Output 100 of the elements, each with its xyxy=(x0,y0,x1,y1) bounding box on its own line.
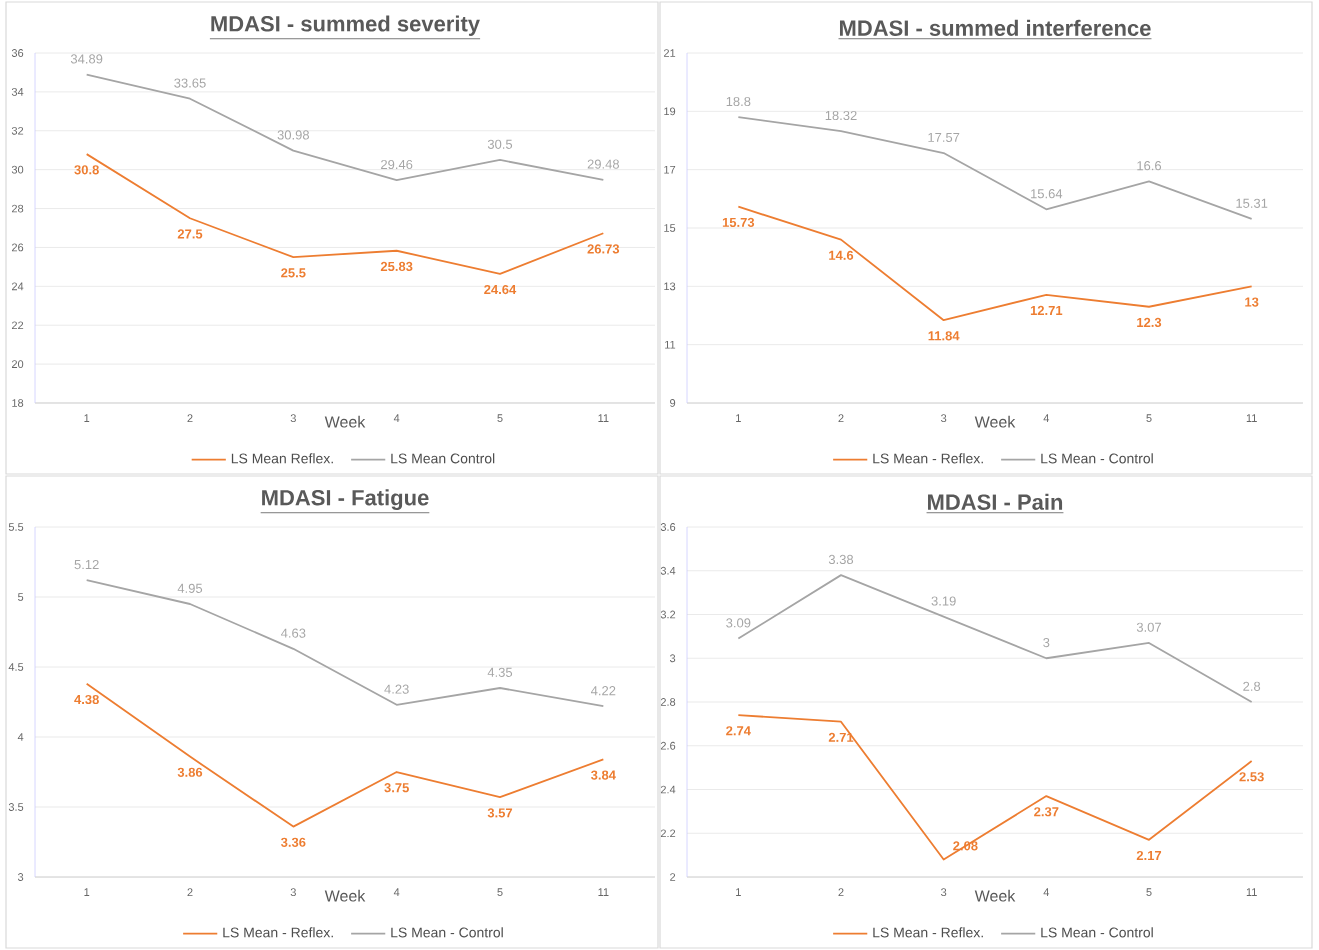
y-tick-label: 3.4 xyxy=(660,566,676,575)
legend-label: LS Mean Reflex. xyxy=(231,453,333,464)
x-tick-label: 1 xyxy=(736,888,741,896)
x-axis-title: Week xyxy=(324,415,366,428)
data-label: 4.22 xyxy=(591,686,616,696)
x-tick-label: 11 xyxy=(1246,414,1257,422)
y-tick-label: 9 xyxy=(670,399,676,407)
y-tick-label: 19 xyxy=(664,107,676,116)
x-axis-title: Week xyxy=(974,415,1016,428)
data-label: 14.6 xyxy=(829,250,854,260)
y-tick-label: 4 xyxy=(17,733,24,741)
x-tick-label: 2 xyxy=(187,414,193,423)
data-label: 4.38 xyxy=(74,694,99,705)
y-tick-label: 30 xyxy=(11,165,24,174)
data-label: 3.86 xyxy=(177,767,203,777)
legend-label: LS Mean - Reflex. xyxy=(873,453,983,464)
data-label: 2.53 xyxy=(1239,772,1264,782)
y-tick-label: 2.2 xyxy=(660,829,676,838)
data-label: 12.3 xyxy=(1137,317,1162,328)
data-label: 3 xyxy=(1043,637,1050,648)
data-label: 17.57 xyxy=(928,132,960,142)
data-label: 3.57 xyxy=(487,808,513,818)
x-tick-label: 5 xyxy=(1146,888,1152,896)
y-tick-label: 3.6 xyxy=(660,523,676,531)
y-tick-label: 3.2 xyxy=(660,610,676,619)
data-label: 3.09 xyxy=(726,618,751,628)
y-tick-label: 34 xyxy=(11,87,24,96)
x-axis-title: Week xyxy=(324,889,366,902)
data-label: 2.17 xyxy=(1136,850,1162,860)
y-tick-label: 28 xyxy=(12,204,24,213)
data-label: 30.5 xyxy=(487,139,513,149)
data-label: 3.38 xyxy=(828,554,854,565)
x-tick-label: 1 xyxy=(84,888,90,896)
y-tick-label: 26 xyxy=(12,243,24,252)
data-label: 30.98 xyxy=(277,130,310,140)
y-tick-label: 11 xyxy=(665,340,676,349)
y-tick-label: 2.6 xyxy=(660,741,676,750)
legend-label: LS Mean - Control xyxy=(1041,453,1153,464)
legend-label: LS Mean - Control xyxy=(391,927,503,938)
y-tick-label: 17 xyxy=(664,165,676,174)
data-label: 2.8 xyxy=(1243,681,1261,691)
legend-label: LS Mean - Reflex. xyxy=(873,927,983,938)
data-label: 18.32 xyxy=(825,110,857,121)
data-label: 15.31 xyxy=(1236,198,1268,208)
data-label: 4.63 xyxy=(281,628,306,638)
y-tick-label: 4.5 xyxy=(8,663,24,671)
x-tick-label: 1 xyxy=(84,414,90,422)
chart-title: MDASI - Pain xyxy=(928,493,1063,510)
data-label: 24.64 xyxy=(484,284,517,295)
x-tick-label: 5 xyxy=(1146,414,1152,422)
x-tick-label: 11 xyxy=(1246,888,1257,896)
y-tick-label: 22 xyxy=(12,321,24,330)
data-label: 16.6 xyxy=(1137,161,1162,171)
y-tick-label: 2 xyxy=(670,873,676,881)
data-label: 4.95 xyxy=(177,583,203,593)
y-tick-label: 21 xyxy=(664,49,676,57)
x-tick-label: 2 xyxy=(187,888,193,897)
data-label: 18.8 xyxy=(726,96,751,107)
x-tick-label: 4 xyxy=(1043,414,1050,422)
y-tick-label: 2.4 xyxy=(660,785,676,794)
y-tick-label: 24 xyxy=(12,282,24,291)
y-tick-label: 32 xyxy=(11,126,24,135)
y-tick-label: 36 xyxy=(11,49,24,57)
y-tick-label: 3 xyxy=(17,873,24,881)
y-tick-label: 13 xyxy=(664,282,676,291)
data-label: 3.19 xyxy=(931,596,956,606)
x-tick-label: 11 xyxy=(598,414,609,422)
data-label: 15.64 xyxy=(1031,189,1063,199)
data-label: 34.89 xyxy=(70,54,103,64)
y-tick-label: 5 xyxy=(17,593,24,601)
x-tick-label: 3 xyxy=(290,414,296,423)
y-tick-label: 5.5 xyxy=(8,523,24,531)
data-label: 13 xyxy=(1245,297,1259,307)
data-label: 12.71 xyxy=(1030,305,1063,315)
data-label: 29.46 xyxy=(381,159,413,170)
x-tick-label: 4 xyxy=(393,414,400,422)
data-label: 11.84 xyxy=(928,331,960,341)
legend-label: LS Mean - Reflex. xyxy=(223,927,333,938)
data-label: 4.35 xyxy=(487,667,513,677)
data-label: 29.48 xyxy=(587,159,620,169)
x-axis-title: Week xyxy=(974,889,1016,902)
y-tick-label: 18 xyxy=(12,399,24,407)
data-label: 15.73 xyxy=(722,217,755,228)
y-tick-label: 2.8 xyxy=(660,698,676,706)
data-label: 25.83 xyxy=(380,261,413,272)
x-tick-label: 5 xyxy=(497,888,503,896)
x-tick-label: 3 xyxy=(941,414,947,423)
legend-label: LS Mean - Control xyxy=(1041,927,1153,938)
x-tick-label: 3 xyxy=(941,888,947,897)
x-tick-label: 4 xyxy=(393,888,400,896)
chart-title: MDASI - Fatigue xyxy=(262,489,429,510)
x-tick-label: 11 xyxy=(598,888,609,896)
y-tick-label: 3.5 xyxy=(8,803,24,811)
x-tick-label: 4 xyxy=(1043,888,1050,896)
x-tick-label: 3 xyxy=(290,888,296,897)
data-label: 5.12 xyxy=(74,559,99,570)
data-label: 2.37 xyxy=(1034,807,1059,817)
x-tick-label: 5 xyxy=(497,414,503,422)
data-label: 26.73 xyxy=(587,244,620,254)
data-label: 3.84 xyxy=(591,770,616,780)
